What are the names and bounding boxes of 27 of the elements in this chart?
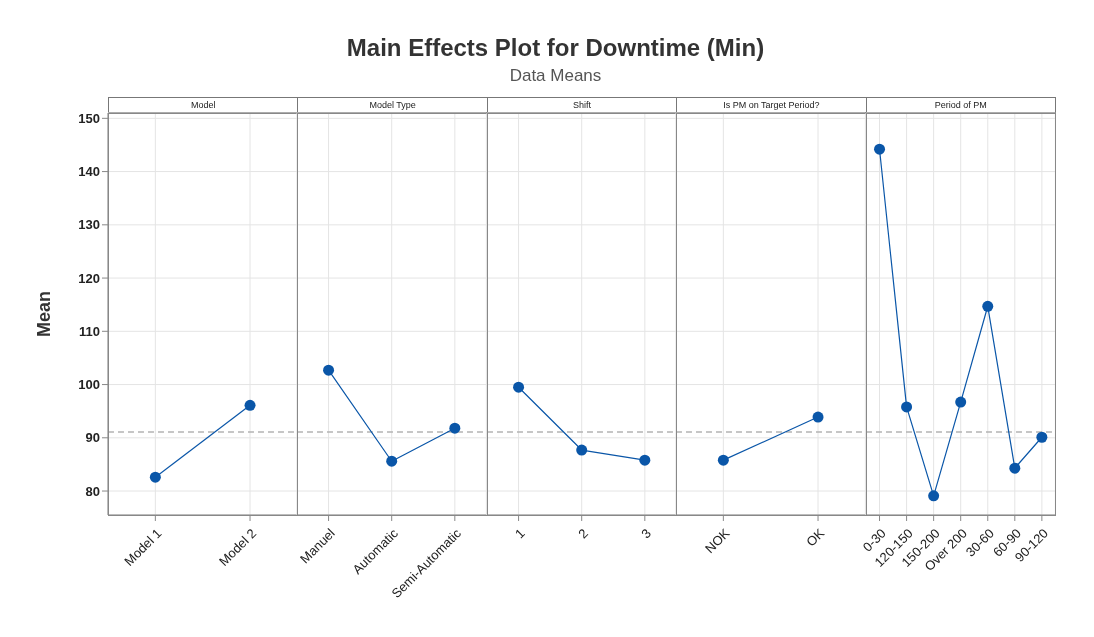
x-axis-title: Model Type: [297, 97, 488, 113]
x-axis-title: Shift: [486, 97, 678, 113]
point: [927, 490, 939, 502]
point: [981, 300, 993, 312]
x-axis-title: Period of PM: [865, 97, 1056, 113]
point: [1008, 462, 1020, 474]
y-axis-title: Mean: [34, 291, 55, 337]
x-tick-label: OK: [803, 525, 828, 550]
x-axis-title: Is PM on Target Period?: [676, 97, 867, 113]
x-tick-label: 2: [574, 525, 591, 542]
y-tick-label: 130: [78, 217, 100, 233]
y-tick-label: 110: [79, 323, 100, 339]
x-tick-label: 3: [638, 525, 654, 542]
point: [900, 401, 912, 413]
point: [1035, 431, 1047, 443]
y-tick-label: 140: [78, 164, 100, 180]
chart-subtitle: Data Means: [508, 66, 603, 86]
chart-title: Main Effects Plot for Downtime (Min): [345, 34, 766, 62]
y-tick-label: 120: [78, 270, 100, 286]
point: [954, 396, 966, 408]
y-tick-label: 100: [78, 377, 100, 393]
x-tick-label: 1: [511, 525, 528, 542]
point: [873, 143, 885, 155]
y-tick-label: 150: [78, 110, 100, 126]
x-axis-title: Model: [108, 97, 299, 113]
y-tick-label: 90: [85, 430, 100, 446]
y-tick-label: 80: [85, 483, 100, 499]
